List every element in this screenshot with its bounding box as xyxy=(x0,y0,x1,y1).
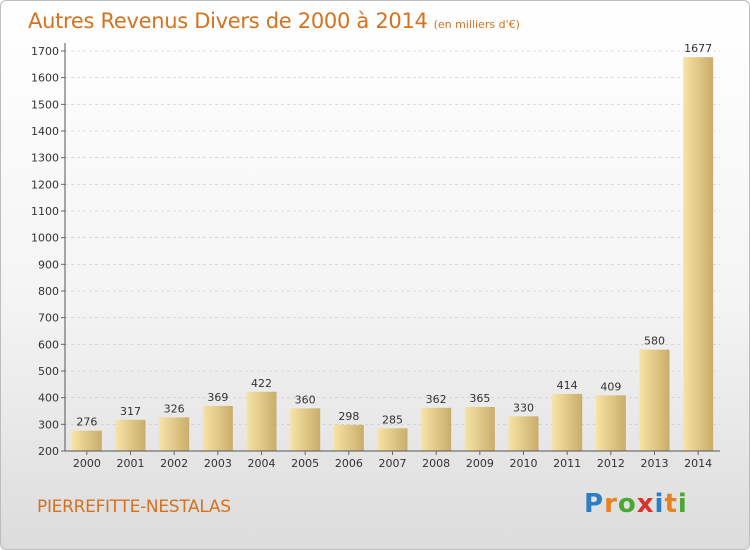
bar-value-label: 1677 xyxy=(684,42,712,55)
y-tick-label: 900 xyxy=(38,258,59,271)
logo-letter: o xyxy=(617,489,637,519)
bar xyxy=(421,407,452,451)
y-tick-label: 200 xyxy=(38,445,59,458)
title-text: Autres Revenus Divers de 2000 à 2014 xyxy=(28,9,428,33)
logo-letter: t xyxy=(664,489,678,519)
bar-value-label: 276 xyxy=(76,416,97,429)
y-tick-label: 1000 xyxy=(31,232,59,245)
x-tick-label: 2000 xyxy=(73,457,101,470)
logo-letter: x xyxy=(636,489,655,519)
x-tick-label: 2010 xyxy=(510,457,538,470)
proxiti-logo: Proxiti xyxy=(584,489,688,519)
bar xyxy=(508,416,539,451)
y-tick-label: 1700 xyxy=(31,45,59,58)
bar xyxy=(159,417,190,451)
x-tick-label: 2005 xyxy=(291,457,319,470)
y-tick-label: 300 xyxy=(38,418,59,431)
y-tick-label: 1400 xyxy=(31,125,59,138)
x-tick-label: 2008 xyxy=(422,457,450,470)
bar xyxy=(639,349,670,451)
x-tick-label: 2007 xyxy=(379,457,407,470)
y-tick-label: 1600 xyxy=(31,72,59,85)
bars: 276 317 326 369 422 360 298 285 362 365 330 414 409 5… xyxy=(71,42,714,452)
axes: 200 300 400 500 600 700 800 900 1000 1100 1200 1300… xyxy=(31,43,720,470)
bar-value-label: 360 xyxy=(295,393,316,406)
y-tick-label: 400 xyxy=(38,392,59,405)
bar xyxy=(464,407,495,451)
x-tick-label: 2006 xyxy=(335,457,363,470)
bar-value-label: 414 xyxy=(557,379,578,392)
bar xyxy=(552,393,583,451)
bar-value-label: 317 xyxy=(120,405,141,418)
bar xyxy=(683,57,714,452)
y-tick-label: 600 xyxy=(38,338,59,351)
grid-lines xyxy=(65,50,720,452)
bar xyxy=(377,428,408,451)
bar-value-label: 330 xyxy=(513,401,534,414)
bar-value-label: 422 xyxy=(251,377,272,390)
y-tick-label: 1200 xyxy=(31,178,59,191)
chart-title: Autres Revenus Divers de 2000 à 2014 (en … xyxy=(28,9,520,33)
bar-value-label: 298 xyxy=(338,410,359,423)
logo-letter: P xyxy=(584,489,605,519)
x-tick-label: 2013 xyxy=(641,457,669,470)
x-tick-label: 2004 xyxy=(248,457,276,470)
bar-value-label: 369 xyxy=(207,391,228,404)
title-unit: (en milliers d'€) xyxy=(433,18,520,31)
x-tick-label: 2003 xyxy=(204,457,232,470)
bar xyxy=(290,408,321,451)
bar xyxy=(595,395,626,451)
bar-value-label: 362 xyxy=(426,393,447,406)
bar xyxy=(115,419,146,451)
y-tick-label: 1100 xyxy=(31,205,59,218)
x-tick-label: 2009 xyxy=(466,457,494,470)
y-tick-label: 1300 xyxy=(31,152,59,165)
bar-value-label: 365 xyxy=(469,392,490,405)
commune-name: PIERREFITTE-NESTALAS xyxy=(37,497,231,517)
bar-value-label: 409 xyxy=(600,380,621,393)
bar xyxy=(202,405,233,451)
x-tick-label: 2002 xyxy=(160,457,188,470)
y-tick-label: 700 xyxy=(38,312,59,325)
bar-value-label: 326 xyxy=(164,402,185,415)
y-tick-label: 1500 xyxy=(31,98,59,111)
y-tick-label: 500 xyxy=(38,365,59,378)
bar xyxy=(246,391,277,451)
bar-value-label: 285 xyxy=(382,413,403,426)
logo-letter: r xyxy=(604,489,618,519)
x-tick-label: 2014 xyxy=(684,457,712,470)
x-tick-label: 2001 xyxy=(117,457,145,470)
y-tick-label: 800 xyxy=(38,285,59,298)
x-tick-label: 2012 xyxy=(597,457,625,470)
logo-letter: i xyxy=(654,489,665,519)
bar-value-label: 580 xyxy=(644,335,665,348)
bar xyxy=(333,424,364,451)
logo-letter: i xyxy=(677,489,688,519)
x-tick-label: 2011 xyxy=(553,457,581,470)
bar xyxy=(71,430,102,451)
